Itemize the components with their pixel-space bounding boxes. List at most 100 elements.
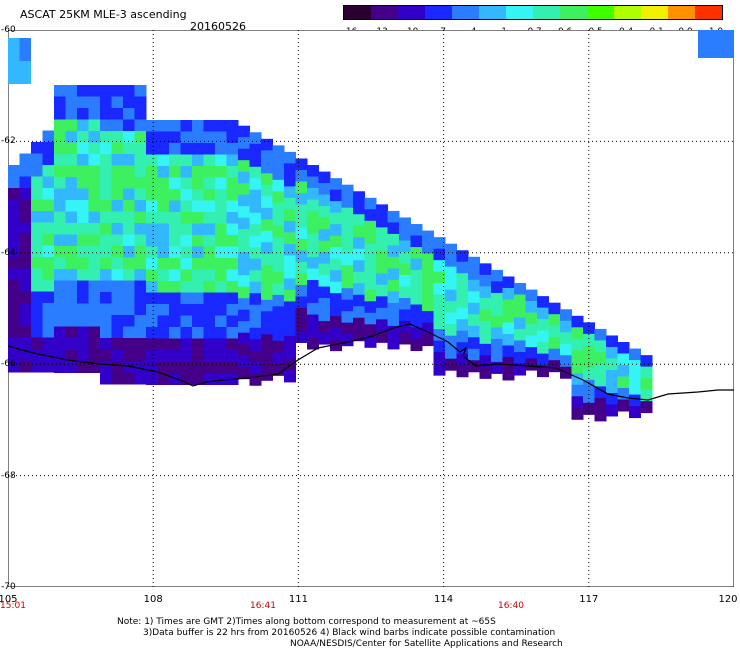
swath-cell: [123, 269, 135, 281]
swath-cell: [629, 383, 641, 396]
swath-cell: [698, 30, 734, 58]
swath-cell: [456, 330, 469, 343]
legend-swatch: [614, 6, 641, 19]
swath-cell: [192, 350, 204, 362]
swath-cell: [295, 158, 308, 171]
swath-cell: [399, 263, 411, 276]
swath-cell: [42, 153, 55, 166]
swath-cell: [19, 222, 32, 235]
swath-cell: [525, 335, 538, 348]
swath-cell: [192, 258, 204, 270]
legend-swatch: [695, 6, 722, 19]
swath-cell: [134, 326, 147, 339]
swath-cell: [146, 131, 158, 144]
swath-cell: [54, 257, 66, 270]
swath-cell: [376, 238, 388, 251]
swath-cell: [571, 350, 584, 363]
swath-cell: [157, 235, 170, 247]
swath-cell: [433, 363, 446, 376]
swath-cell: [42, 176, 55, 189]
swath-cell: [272, 363, 285, 376]
swath-cell: [203, 361, 216, 374]
swath-cell: [433, 248, 446, 261]
swath-cell: [203, 154, 216, 167]
swath-cell: [318, 298, 331, 311]
swath-cell: [100, 292, 112, 304]
swath-cell: [180, 281, 193, 293]
swath-cell: [19, 199, 32, 212]
swath-cell: [123, 257, 135, 270]
legend-swatch: [371, 6, 398, 19]
swath-cell: [192, 177, 204, 190]
swath-cell: [491, 304, 503, 317]
swath-cell: [77, 269, 89, 281]
swath-cell: [330, 281, 342, 294]
swath-cell: [123, 280, 135, 293]
swath-cell: [77, 234, 89, 247]
swath-cell: [54, 131, 66, 143]
swath-cell: [387, 245, 400, 258]
note-line-2: 3)Data buffer is 22 hrs from 20160526 4)…: [143, 628, 556, 638]
swath-cell: [100, 326, 112, 339]
swath-cell: [8, 38, 20, 50]
swath-cell: [261, 322, 273, 335]
swath-cell: [238, 160, 250, 173]
swath-cell: [19, 245, 32, 258]
swath-cell: [54, 326, 66, 339]
swath-cell: [134, 131, 147, 143]
swath-cell: [88, 234, 101, 247]
swath-cell: [226, 200, 239, 213]
swath-cell: [249, 132, 262, 145]
swath-cell: [307, 245, 319, 258]
swath-cell: [468, 256, 480, 269]
swath-cell: [100, 315, 112, 327]
swath-cell: [272, 168, 285, 181]
swath-cell: [456, 307, 469, 320]
swath-cell: [65, 326, 78, 339]
swath-cell: [169, 361, 181, 374]
swath-cell: [8, 188, 20, 200]
swath-cell: [640, 378, 653, 391]
swath-cell: [134, 257, 147, 270]
swath-cell: [31, 153, 43, 166]
swath-cell: [226, 131, 239, 144]
swath-cell: [226, 327, 239, 339]
swath-cell: [54, 338, 66, 350]
swath-cell: [134, 361, 147, 373]
swath-cell: [42, 268, 55, 281]
swath-cell: [410, 316, 423, 329]
swath-cell: [65, 257, 78, 270]
swath-cell: [111, 85, 124, 97]
swath-cell: [8, 245, 20, 258]
swath-cell: [353, 191, 365, 204]
swath-cell: [180, 235, 193, 247]
swath-cell: [180, 338, 193, 351]
swath-cell: [8, 49, 20, 61]
swath-cell: [445, 255, 457, 268]
swath-cell: [548, 314, 561, 327]
swath-cell: [468, 325, 480, 338]
swath-cell: [19, 314, 32, 327]
swath-cell: [88, 131, 101, 143]
swath-cell: [146, 373, 158, 385]
swath-cell: [169, 223, 181, 236]
swath-cell: [525, 289, 538, 302]
swath-cell: [583, 333, 595, 346]
swath-cell: [215, 212, 227, 224]
latitude-label: -60: [1, 25, 16, 35]
swath-cell: [169, 235, 181, 247]
swath-cell: [19, 360, 32, 373]
swath-cell: [42, 291, 55, 304]
swath-cell: [134, 223, 147, 235]
swath-cell: [295, 273, 308, 286]
swath-cell: [31, 176, 43, 189]
swath-cell: [330, 270, 342, 283]
swath-cell: [284, 163, 296, 176]
swath-cell: [226, 166, 239, 178]
swath-cell: [192, 281, 204, 293]
swath-cell: [100, 257, 112, 270]
swath-cell: [307, 211, 319, 224]
swath-cell: [31, 303, 43, 315]
swath-cell: [100, 154, 112, 166]
swath-cell: [19, 38, 31, 50]
